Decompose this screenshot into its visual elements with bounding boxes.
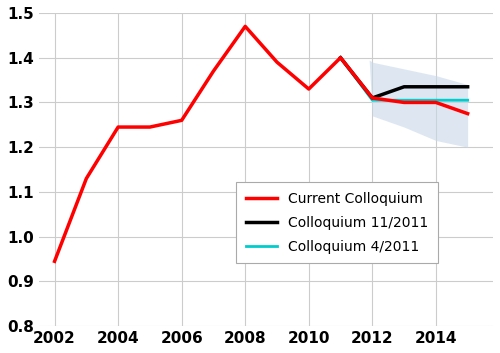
Legend: Current Colloquium, Colloquium 11/2011, Colloquium 4/2011: Current Colloquium, Colloquium 11/2011, …: [236, 183, 438, 263]
